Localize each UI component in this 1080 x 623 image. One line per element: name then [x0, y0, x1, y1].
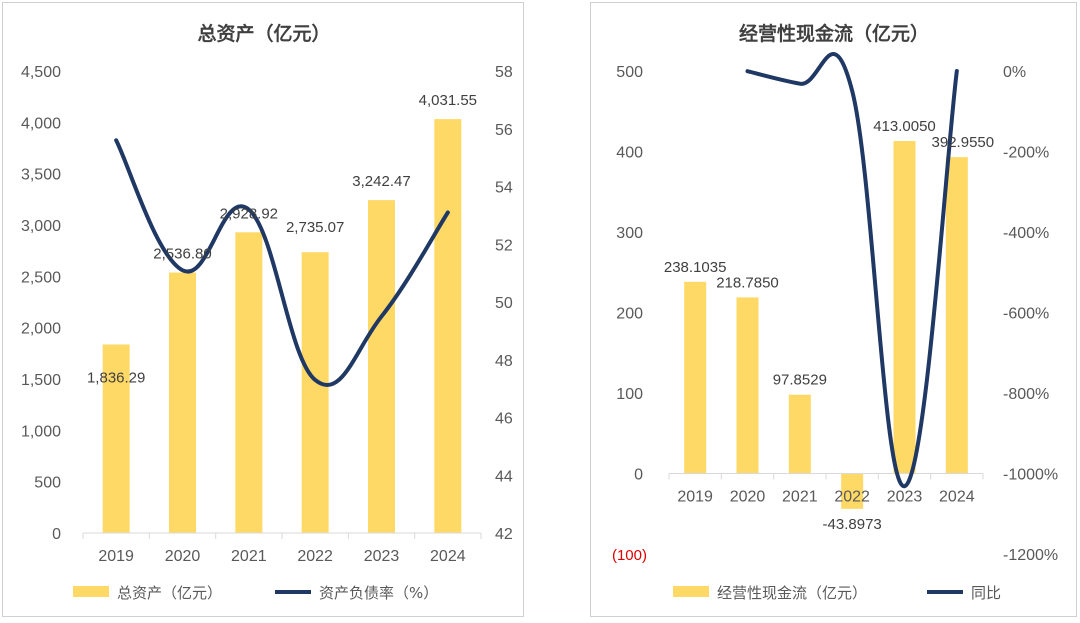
bar-operating-cashflow [841, 473, 864, 509]
x-tick-label: 2021 [782, 489, 818, 506]
chart-title: 总资产（亿元） [197, 22, 330, 45]
operating-cashflow-chart-panel: 经营性现金流（亿元） 0 100 200 300 400 500 (100) 0% -200% -4… [590, 2, 1077, 617]
y-right-tick-label: 46 [495, 411, 513, 428]
y-right-tick-label: -400% [1003, 225, 1049, 242]
y-left-tick-label: 4,500 [21, 64, 61, 81]
y-right-tick-label: -1200% [1003, 547, 1058, 564]
x-tick-label: 2020 [165, 548, 201, 565]
y-left-tick-label: 0 [52, 526, 61, 543]
y-left-tick-label: 1,000 [21, 423, 61, 440]
y-left-tick-label: 500 [616, 64, 643, 81]
y-right-tick-label: 44 [495, 468, 513, 485]
y-right-tick-label: -600% [1003, 306, 1049, 323]
y-left-min-label: (100) [612, 547, 647, 564]
y-left-tick-label: 300 [616, 225, 643, 242]
y-right-tick-label: 56 [495, 122, 513, 139]
y-left-tick-label: 2,000 [21, 321, 61, 338]
bar-data-label: 2,928.92 [220, 205, 278, 222]
bar-operating-cashflow [945, 157, 968, 474]
y-right-tick-label: 50 [495, 295, 513, 312]
y-right-tick-label: -1000% [1003, 467, 1058, 484]
y-right-tick-label: 54 [495, 180, 513, 197]
x-tick-label: 2023 [364, 548, 400, 565]
y-left-tick-label: 200 [616, 306, 643, 323]
total-assets-chart-panel: 总资产（亿元） 0 500 1,000 1,500 2,000 2,500 3,000 3,50… [2, 2, 524, 617]
bar-total-assets [434, 119, 462, 533]
y-left-tick-label: 1,500 [21, 372, 61, 389]
line-yoy [745, 52, 959, 489]
y-right-tick-label: -200% [1003, 145, 1049, 162]
bar-data-label: 218.7850 [716, 274, 779, 291]
bar-data-label: 97.8529 [773, 372, 827, 389]
total-assets-chart: 总资产（亿元） 0 500 1,000 1,500 2,000 2,500 3,000 3,50… [21, 22, 513, 602]
operating-cashflow-chart: 经营性现金流（亿元） 0 100 200 300 400 500 (100) 0% -200% -4… [612, 22, 1058, 602]
bar-data-label: 2,735.07 [286, 219, 344, 236]
bar-total-assets [235, 232, 263, 533]
y-right-tick-label: 58 [495, 64, 513, 81]
y-left-tick-label: 3,500 [21, 167, 61, 184]
y-left-tick-label: 400 [616, 145, 643, 162]
x-tick-label: 2020 [730, 489, 766, 506]
x-tick-label: 2022 [834, 489, 870, 506]
y-right-tick-label: -800% [1003, 386, 1049, 403]
bar-total-assets [368, 200, 395, 533]
y-left-tick-label: 100 [616, 386, 643, 403]
bar-data-label: 2,536.80 [153, 246, 211, 263]
legend-label-line: 同比 [971, 584, 1001, 602]
x-tick-label: 2019 [677, 489, 713, 506]
x-tick-label: 2021 [231, 548, 267, 565]
x-tick-label: 2023 [887, 489, 923, 506]
y-right-tick-label: 52 [495, 237, 513, 254]
bar-data-label: -43.8973 [823, 516, 882, 533]
bar-data-label: 413.0050 [873, 118, 936, 135]
bar-data-label: 3,242.47 [352, 173, 410, 190]
x-tick-label: 2022 [297, 548, 333, 565]
x-tick-label: 2024 [939, 489, 975, 506]
bar-operating-cashflow [788, 394, 811, 474]
bar-total-assets [102, 344, 130, 533]
y-left-tick-label: 4,000 [21, 115, 61, 132]
legend-label-bar: 总资产（亿元） [117, 584, 222, 602]
y-left-tick-label: 3,000 [21, 218, 61, 235]
bar-data-label: 392.9550 [932, 134, 995, 151]
x-tick-label: 2019 [98, 548, 134, 565]
chart-title: 经营性现金流（亿元） [739, 22, 929, 45]
bar-total-assets [301, 252, 329, 534]
bar-data-label: 1,836.29 [87, 369, 145, 386]
legend-label-line: 资产负债率（%） [319, 584, 438, 602]
y-left-tick-label: 0 [634, 467, 643, 484]
y-right-tick-label: 42 [495, 526, 513, 543]
legend-swatch-bar [73, 586, 109, 597]
bar-operating-cashflow [736, 297, 759, 474]
legend-swatch-bar [673, 586, 709, 597]
y-left-tick-label: 2,500 [21, 269, 61, 286]
x-tick-label: 2024 [430, 548, 466, 565]
y-right-tick-label: 48 [495, 353, 513, 370]
bar-operating-cashflow [684, 281, 707, 474]
bar-data-label: 4,031.55 [419, 92, 477, 109]
legend-label-bar: 经营性现金流（亿元） [717, 584, 867, 602]
y-left-tick-label: 500 [34, 475, 61, 492]
bar-total-assets [169, 272, 196, 533]
bar-operating-cashflow [893, 141, 916, 474]
y-right-tick-label: 0% [1003, 64, 1026, 81]
bar-data-label: 238.1035 [664, 259, 727, 276]
line-debt-ratio [114, 138, 450, 387]
